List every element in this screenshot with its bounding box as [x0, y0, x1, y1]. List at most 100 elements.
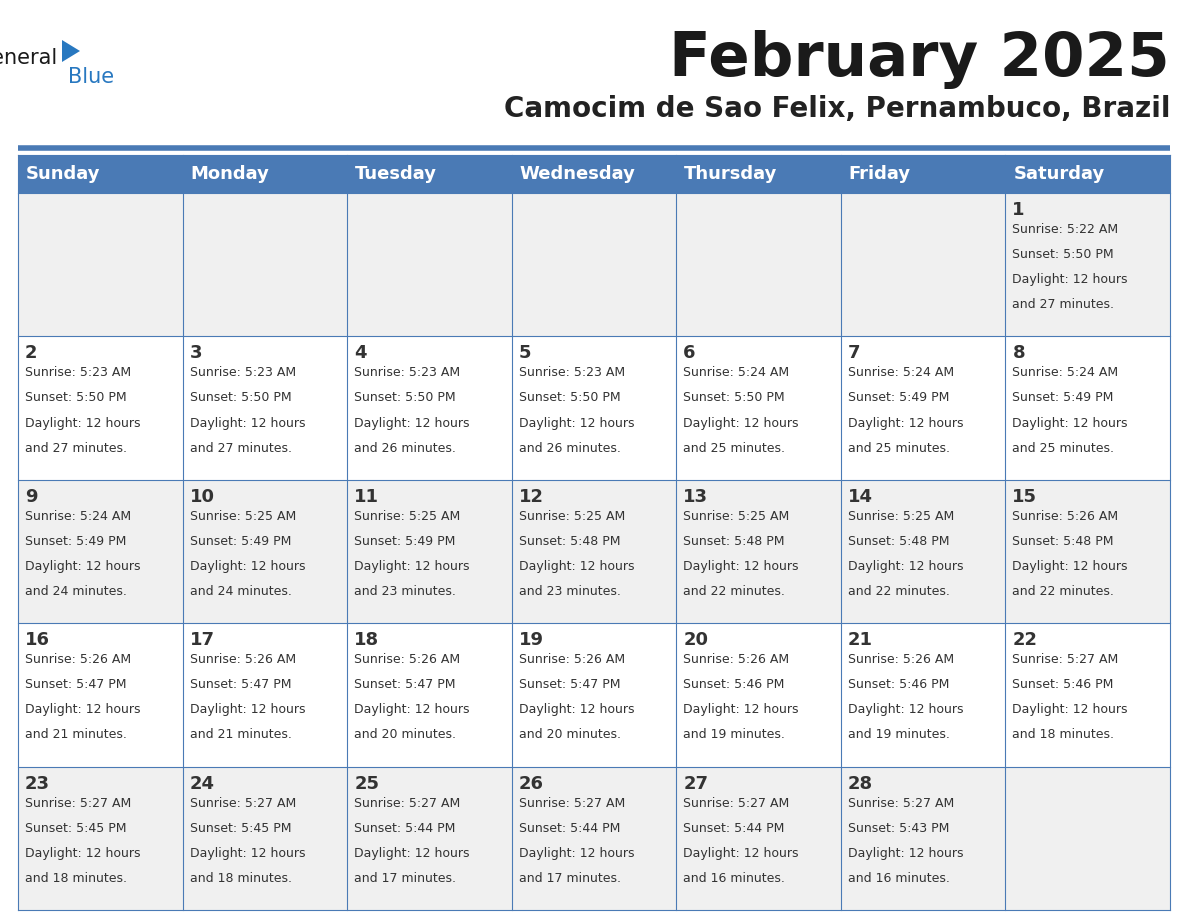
Text: Daylight: 12 hours: Daylight: 12 hours [683, 703, 798, 716]
Text: Sunrise: 5:25 AM: Sunrise: 5:25 AM [354, 509, 461, 522]
Text: Sunrise: 5:26 AM: Sunrise: 5:26 AM [683, 654, 789, 666]
Text: Daylight: 12 hours: Daylight: 12 hours [519, 560, 634, 573]
Text: and 18 minutes.: and 18 minutes. [1012, 729, 1114, 742]
Text: Daylight: 12 hours: Daylight: 12 hours [354, 560, 469, 573]
Text: 18: 18 [354, 632, 379, 649]
Bar [18, 767, 1170, 910]
Text: and 26 minutes.: and 26 minutes. [354, 442, 456, 454]
Text: Sunset: 5:47 PM: Sunset: 5:47 PM [519, 678, 620, 691]
Text: Sunrise: 5:26 AM: Sunrise: 5:26 AM [190, 654, 296, 666]
Text: Sunrise: 5:25 AM: Sunrise: 5:25 AM [683, 509, 790, 522]
Text: 13: 13 [683, 487, 708, 506]
Text: Daylight: 12 hours: Daylight: 12 hours [25, 703, 140, 716]
Text: Daylight: 12 hours: Daylight: 12 hours [190, 417, 305, 430]
Text: Sunrise: 5:26 AM: Sunrise: 5:26 AM [519, 654, 625, 666]
Text: Daylight: 12 hours: Daylight: 12 hours [190, 846, 305, 860]
Text: Sunset: 5:48 PM: Sunset: 5:48 PM [848, 535, 949, 548]
Text: and 17 minutes.: and 17 minutes. [354, 872, 456, 885]
Text: and 18 minutes.: and 18 minutes. [25, 872, 127, 885]
Text: Daylight: 12 hours: Daylight: 12 hours [519, 846, 634, 860]
Text: 23: 23 [25, 775, 50, 792]
Text: Sunset: 5:49 PM: Sunset: 5:49 PM [848, 391, 949, 405]
Text: Sunset: 5:49 PM: Sunset: 5:49 PM [190, 535, 291, 548]
Text: Daylight: 12 hours: Daylight: 12 hours [190, 560, 305, 573]
Text: 11: 11 [354, 487, 379, 506]
Text: Daylight: 12 hours: Daylight: 12 hours [683, 417, 798, 430]
Text: 10: 10 [190, 487, 215, 506]
Text: and 21 minutes.: and 21 minutes. [190, 729, 291, 742]
Text: Sunrise: 5:27 AM: Sunrise: 5:27 AM [683, 797, 790, 810]
Text: Daylight: 12 hours: Daylight: 12 hours [848, 846, 963, 860]
Bar [18, 155, 1170, 193]
Text: Sunrise: 5:27 AM: Sunrise: 5:27 AM [519, 797, 625, 810]
Text: Saturday: Saturday [1013, 165, 1105, 183]
Text: 28: 28 [848, 775, 873, 792]
Text: and 22 minutes.: and 22 minutes. [683, 585, 785, 599]
Text: and 24 minutes.: and 24 minutes. [25, 585, 127, 599]
Text: 26: 26 [519, 775, 544, 792]
Text: Sunset: 5:50 PM: Sunset: 5:50 PM [519, 391, 620, 405]
Bar [18, 480, 1170, 623]
Text: Daylight: 12 hours: Daylight: 12 hours [354, 703, 469, 716]
Text: and 25 minutes.: and 25 minutes. [1012, 442, 1114, 454]
Text: and 17 minutes.: and 17 minutes. [519, 872, 620, 885]
Text: 3: 3 [190, 344, 202, 363]
Text: 15: 15 [1012, 487, 1037, 506]
Text: 25: 25 [354, 775, 379, 792]
Text: General: General [0, 48, 58, 68]
Text: Sunset: 5:44 PM: Sunset: 5:44 PM [683, 822, 784, 834]
Text: Camocim de Sao Felix, Pernambuco, Brazil: Camocim de Sao Felix, Pernambuco, Brazil [504, 95, 1170, 123]
Text: Sunset: 5:50 PM: Sunset: 5:50 PM [190, 391, 291, 405]
Text: and 18 minutes.: and 18 minutes. [190, 872, 291, 885]
Text: 7: 7 [848, 344, 860, 363]
Text: Blue: Blue [68, 67, 114, 87]
Text: Sunrise: 5:23 AM: Sunrise: 5:23 AM [190, 366, 296, 379]
Text: Sunrise: 5:27 AM: Sunrise: 5:27 AM [1012, 654, 1119, 666]
Text: Daylight: 12 hours: Daylight: 12 hours [190, 703, 305, 716]
Text: 12: 12 [519, 487, 544, 506]
Text: Sunset: 5:50 PM: Sunset: 5:50 PM [25, 391, 127, 405]
Text: Sunset: 5:48 PM: Sunset: 5:48 PM [1012, 535, 1114, 548]
Text: Sunday: Sunday [26, 165, 101, 183]
Text: February 2025: February 2025 [669, 30, 1170, 89]
Text: Sunset: 5:46 PM: Sunset: 5:46 PM [683, 678, 784, 691]
Text: Daylight: 12 hours: Daylight: 12 hours [25, 417, 140, 430]
Text: Sunrise: 5:27 AM: Sunrise: 5:27 AM [848, 797, 954, 810]
Text: and 23 minutes.: and 23 minutes. [519, 585, 620, 599]
Text: 20: 20 [683, 632, 708, 649]
Text: Sunset: 5:46 PM: Sunset: 5:46 PM [1012, 678, 1114, 691]
Text: Wednesday: Wednesday [519, 165, 636, 183]
Text: 2: 2 [25, 344, 38, 363]
Text: Daylight: 12 hours: Daylight: 12 hours [354, 846, 469, 860]
Text: Daylight: 12 hours: Daylight: 12 hours [848, 703, 963, 716]
Text: Daylight: 12 hours: Daylight: 12 hours [1012, 274, 1127, 286]
Text: Sunrise: 5:25 AM: Sunrise: 5:25 AM [519, 509, 625, 522]
Text: Daylight: 12 hours: Daylight: 12 hours [683, 846, 798, 860]
Text: and 16 minutes.: and 16 minutes. [683, 872, 785, 885]
Text: Daylight: 12 hours: Daylight: 12 hours [354, 417, 469, 430]
Text: Sunrise: 5:23 AM: Sunrise: 5:23 AM [519, 366, 625, 379]
Text: Sunrise: 5:23 AM: Sunrise: 5:23 AM [354, 366, 460, 379]
Text: Sunrise: 5:26 AM: Sunrise: 5:26 AM [354, 654, 460, 666]
Text: and 27 minutes.: and 27 minutes. [190, 442, 291, 454]
Text: Daylight: 12 hours: Daylight: 12 hours [519, 703, 634, 716]
Text: 4: 4 [354, 344, 367, 363]
Text: and 24 minutes.: and 24 minutes. [190, 585, 291, 599]
Text: Daylight: 12 hours: Daylight: 12 hours [683, 560, 798, 573]
Text: 5: 5 [519, 344, 531, 363]
Text: Sunset: 5:50 PM: Sunset: 5:50 PM [683, 391, 785, 405]
Text: Sunrise: 5:24 AM: Sunrise: 5:24 AM [25, 509, 131, 522]
Text: Daylight: 12 hours: Daylight: 12 hours [25, 560, 140, 573]
Text: Daylight: 12 hours: Daylight: 12 hours [848, 417, 963, 430]
Text: 16: 16 [25, 632, 50, 649]
Text: and 25 minutes.: and 25 minutes. [683, 442, 785, 454]
Text: Sunset: 5:50 PM: Sunset: 5:50 PM [354, 391, 456, 405]
Text: Sunrise: 5:27 AM: Sunrise: 5:27 AM [190, 797, 296, 810]
Text: Sunset: 5:49 PM: Sunset: 5:49 PM [1012, 391, 1114, 405]
Text: 19: 19 [519, 632, 544, 649]
Text: and 21 minutes.: and 21 minutes. [25, 729, 127, 742]
Text: and 26 minutes.: and 26 minutes. [519, 442, 620, 454]
Text: Sunrise: 5:26 AM: Sunrise: 5:26 AM [25, 654, 131, 666]
Text: Daylight: 12 hours: Daylight: 12 hours [519, 417, 634, 430]
Text: and 25 minutes.: and 25 minutes. [848, 442, 950, 454]
